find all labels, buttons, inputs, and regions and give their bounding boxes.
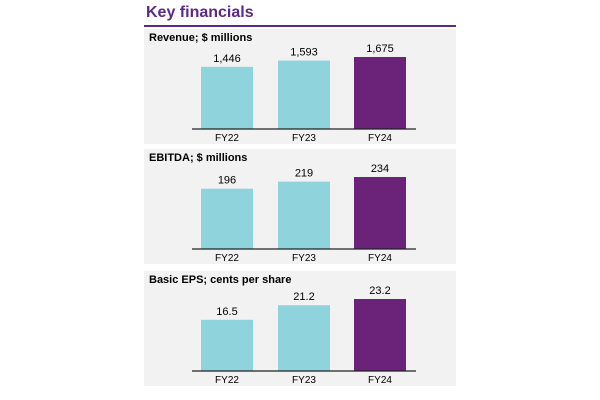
ebitda-bar-fy23 [278, 181, 330, 249]
eps-tick-label-fy22: FY22 [215, 375, 239, 386]
ebitda-panel: EBITDA; $ millions 196 FY22 219 FY23 234 FY24 [144, 149, 456, 264]
ebitda-chart-title: EBITDA; $ millions [149, 152, 248, 164]
ebitda-tick-label-fy23: FY23 [292, 253, 316, 264]
eps-chart: 16.5 FY22 21.2 FY23 23.2 FY24 [192, 285, 416, 386]
eps-bar-fy23 [278, 305, 330, 371]
revenue-bar-fy24 [354, 57, 406, 129]
revenue-bar-fy23 [278, 60, 330, 129]
ebitda-chart: 196 FY22 219 FY23 234 FY24 [192, 163, 416, 264]
ebitda-bar-fy22 [201, 188, 253, 249]
ebitda-value-label-fy22: 196 [218, 175, 236, 187]
revenue-value-label-fy24: 1,675 [366, 43, 394, 55]
eps-tick-label-fy24: FY24 [368, 375, 392, 386]
revenue-tick-label-fy22: FY22 [215, 133, 239, 144]
eps-bar-fy22 [201, 319, 253, 371]
revenue-panel: Revenue; $ millions 1,446 FY22 1,593 FY23 1,… [144, 29, 456, 144]
revenue-tick-label-fy23: FY23 [292, 133, 316, 144]
page-title: Key financials [146, 4, 254, 21]
revenue-value-label-fy23: 1,593 [290, 47, 318, 59]
eps-value-label-fy22: 16.5 [216, 306, 237, 318]
title-underline [144, 25, 456, 27]
revenue-bar-fy22 [201, 66, 253, 129]
key-financials-frame: Key financials Revenue; $ millions 1,446… [144, 0, 456, 400]
revenue-tick-label-fy24: FY24 [368, 133, 392, 144]
revenue-value-label-fy22: 1,446 [213, 53, 241, 65]
ebitda-tick-label-fy24: FY24 [368, 253, 392, 264]
eps-value-label-fy23: 21.2 [293, 291, 314, 303]
revenue-chart: 1,446 FY22 1,593 FY23 1,675 FY24 [192, 43, 416, 144]
eps-panel: Basic EPS; cents per share 16.5 FY22 21.2 F… [144, 271, 456, 386]
eps-bar-fy24 [354, 299, 406, 371]
ebitda-value-label-fy24: 234 [371, 163, 389, 175]
revenue-chart-title: Revenue; $ millions [149, 32, 253, 44]
ebitda-tick-label-fy22: FY22 [215, 253, 239, 264]
eps-value-label-fy24: 23.2 [369, 285, 390, 297]
ebitda-value-label-fy23: 219 [295, 168, 313, 180]
ebitda-bar-fy24 [354, 177, 406, 249]
eps-tick-label-fy23: FY23 [292, 375, 316, 386]
eps-chart-title: Basic EPS; cents per share [149, 274, 292, 286]
